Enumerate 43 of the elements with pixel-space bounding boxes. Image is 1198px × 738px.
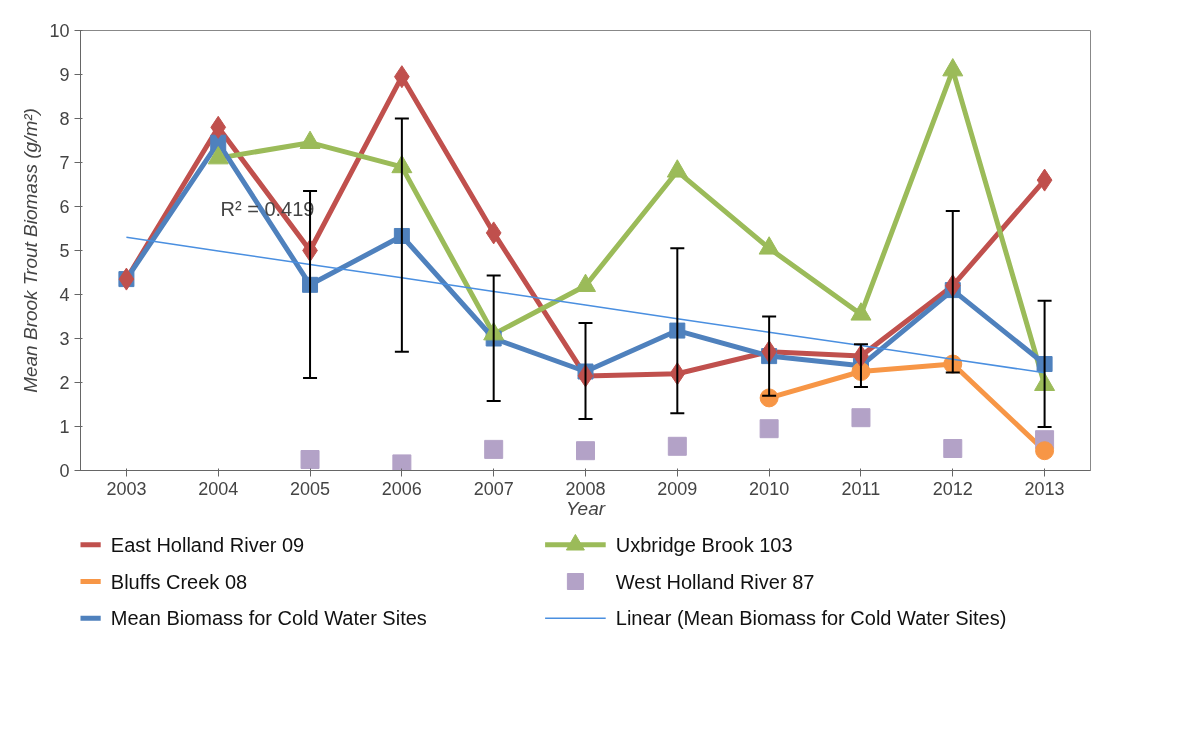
point: [118, 267, 135, 291]
y-tick-label: 5: [59, 241, 70, 261]
x-tick-label: 2008: [565, 478, 606, 499]
y-tick-label: 7: [59, 153, 70, 173]
y-tick-label: 3: [59, 329, 70, 349]
x-tick-label: 2013: [1024, 478, 1065, 499]
legend-label: West Holland River 87: [615, 570, 815, 593]
x-axis-title: Year: [565, 497, 606, 519]
legend-label: Bluffs Creek 08: [110, 570, 248, 593]
point: [300, 450, 320, 469]
x-tick-label: 2007: [473, 478, 514, 499]
legend-label: Uxbridge Brook 103: [615, 533, 793, 556]
x-tick-label: 2003: [106, 478, 147, 499]
point: [1036, 168, 1053, 192]
y-tick-label: 10: [49, 21, 70, 41]
point: [1035, 441, 1055, 461]
point: [392, 454, 412, 471]
point: [851, 408, 871, 428]
x-tick-label: 2004: [198, 478, 239, 499]
y-axis-title: Mean Brook Trout Biomass (g/m²): [20, 108, 42, 393]
y-tick-label: 6: [59, 197, 70, 217]
x-tick-label: 2006: [381, 478, 422, 499]
y-tick-label: 2: [59, 373, 70, 393]
point: [759, 419, 779, 439]
point: [485, 221, 502, 245]
x-tick-label: 2011: [841, 478, 881, 499]
x-tick-label: 2010: [749, 478, 790, 499]
x-tick-label: 2009: [657, 478, 698, 499]
x-tick-label: 2005: [290, 478, 331, 499]
point: [576, 441, 595, 461]
point: [484, 439, 504, 459]
y-tick-label: 0: [59, 461, 70, 481]
legend-label: Mean Biomass for Cold Water Sites: [110, 607, 427, 630]
point: [943, 439, 963, 458]
y-tick-label: 9: [59, 65, 70, 85]
legend-label: Linear (Mean Biomass for Cold Water Sites): [615, 607, 1007, 630]
y-tick-label: 4: [59, 285, 70, 305]
legend-label: East Holland River 09: [110, 533, 305, 556]
y-tick-label: 8: [59, 109, 70, 129]
point: [667, 436, 687, 456]
x-tick-label: 2012: [932, 478, 973, 499]
point: [210, 115, 227, 139]
y-tick-label: 1: [59, 417, 70, 437]
